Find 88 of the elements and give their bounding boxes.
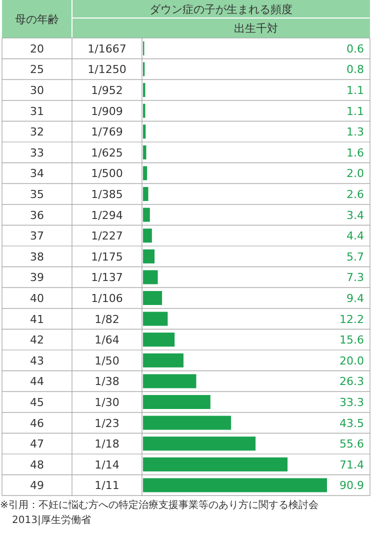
text: 1/18 [94,438,120,451]
data-label: 4.4 [346,230,364,243]
bar [143,332,175,347]
text: 1/82 [94,312,120,326]
data-label: 1.1 [346,84,364,97]
data-label: 5.7 [346,250,364,264]
y-tick-label: 37 [30,230,44,243]
text: 1/909 [91,104,123,118]
bar [143,145,146,160]
bar [143,249,155,264]
text: 1/38 [94,375,120,388]
text: 1/385 [91,188,123,201]
text: 1/137 [91,271,123,284]
text: 1/64 [94,334,120,347]
bar [143,166,148,180]
data-label: 3.4 [346,208,364,222]
y-tick-label: 43 [30,354,44,368]
y-tick-label: 35 [30,188,44,201]
text: 1/1250 [88,63,126,76]
bar [143,374,196,388]
bar [143,187,148,201]
bar [143,270,158,284]
x-axis-title: 出生千対 [234,22,278,35]
text: ※引用：不妊に悩む方への特定治療支援事業等のあり方に関する検討会2013|厚生労働省 [0,498,320,528]
bar [143,416,232,430]
text: 1/14 [94,458,120,472]
text: 1/175 [91,250,123,264]
bar [143,124,146,139]
bar [143,436,256,451]
y-tick-label: 39 [30,271,44,284]
y-tick-label: 36 [30,208,44,222]
bar [143,457,288,472]
y-tick-label: 46 [30,416,44,430]
y-tick-label: 48 [30,458,44,472]
data-label: 71.4 [340,458,364,472]
y-tick-label: 42 [30,334,44,347]
y-tick-label: 44 [30,375,44,388]
bar [143,478,327,492]
data-label: 15.6 [340,334,364,347]
y-tick-label: 40 [30,292,44,305]
chart-title: ダウン症の子が生まれる頻度 [150,3,292,16]
y-tick-label: 25 [30,63,44,76]
bar [143,228,152,243]
bar [143,291,162,305]
y-tick-label: 32 [30,126,44,139]
bar [143,353,184,368]
text: 1/11 [94,479,120,492]
text: 1/50 [94,354,120,368]
y-tick-label: 41 [30,312,44,326]
data-label: 2.6 [346,188,364,201]
data-label: 26.3 [340,375,364,388]
text: 1/30 [94,396,120,409]
data-label: 90.9 [340,479,364,492]
data-label: 9.4 [346,292,364,305]
text: 1/23 [94,416,120,430]
data-label: 0.6 [346,42,364,56]
data-label: 7.3 [346,271,364,284]
y-tick-label: 20 [30,42,44,56]
text: 1/952 [91,84,123,97]
bar [143,208,150,222]
data-label: 1.1 [346,104,364,118]
y-tick-label: 34 [30,167,44,180]
data-label: 33.3 [340,396,364,409]
bar [143,312,168,326]
y-tick-label: 38 [30,250,44,264]
text: 1/106 [91,292,123,305]
text: 1/500 [91,167,123,180]
data-label: 1.3 [346,126,364,139]
text: 1/294 [91,208,123,222]
data-label: 12.2 [340,312,364,326]
bar [143,395,210,409]
text: 1/625 [91,146,123,160]
data-label: 0.8 [346,63,364,76]
text: 1/769 [91,126,123,139]
y-axis-title: 母の年齢 [15,13,59,26]
y-tick-label: 47 [30,438,44,451]
data-label: 55.6 [340,438,364,451]
data-label: 1.6 [346,146,364,160]
y-tick-label: 30 [30,84,44,97]
y-tick-label: 31 [30,104,44,118]
y-tick-label: 45 [30,396,44,409]
data-label: 2.0 [346,167,364,180]
y-tick-label: 49 [30,479,44,492]
data-label: 20.0 [340,354,364,368]
data-label: 43.5 [340,416,364,430]
text: 1/227 [91,230,123,243]
y-tick-label: 33 [30,146,44,160]
text: 1/1667 [88,42,126,56]
